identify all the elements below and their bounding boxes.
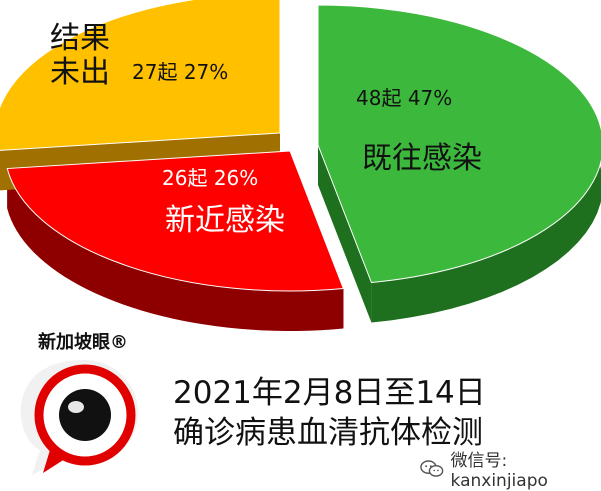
pie-chart — [0, 0, 601, 331]
caption-subject: 确诊病患血清抗体检测 — [173, 415, 483, 451]
pie-slice — [317, 4, 601, 284]
wechat-watermark: 微信号: kanxinjiapo — [420, 446, 601, 491]
past-percent: 47% — [407, 86, 453, 110]
brand-name: 新加坡眼® — [38, 332, 128, 353]
slice-label-pending-1: 结果 未出 — [50, 22, 110, 90]
caption-date-range: 2021年2月8日至14日 — [173, 375, 486, 411]
slice-name-past: 既往感染 — [362, 141, 482, 176]
slice-value-pending: 27起 27% — [132, 56, 228, 85]
past-count: 48起 — [356, 86, 402, 110]
slice-value-recent: 26起 26% — [162, 162, 258, 191]
wechat-icon — [420, 459, 444, 477]
slice-name-pending: 结果 未出 — [50, 21, 110, 90]
wechat-id: 微信号: kanxinjiapo — [450, 451, 548, 491]
brand-logo — [20, 360, 139, 475]
pie-slice — [6, 150, 345, 292]
pie-slice-cut-face — [318, 145, 372, 323]
slice-value-past: 48起 47% — [356, 82, 452, 111]
recent-percent: 26% — [213, 166, 259, 190]
pending-percent: 27% — [183, 60, 229, 84]
pie-slice — [0, 0, 281, 151]
slice-name-recent: 新近感染 — [165, 203, 285, 238]
pending-count: 27起 — [132, 60, 178, 84]
recent-count: 26起 — [162, 166, 208, 190]
